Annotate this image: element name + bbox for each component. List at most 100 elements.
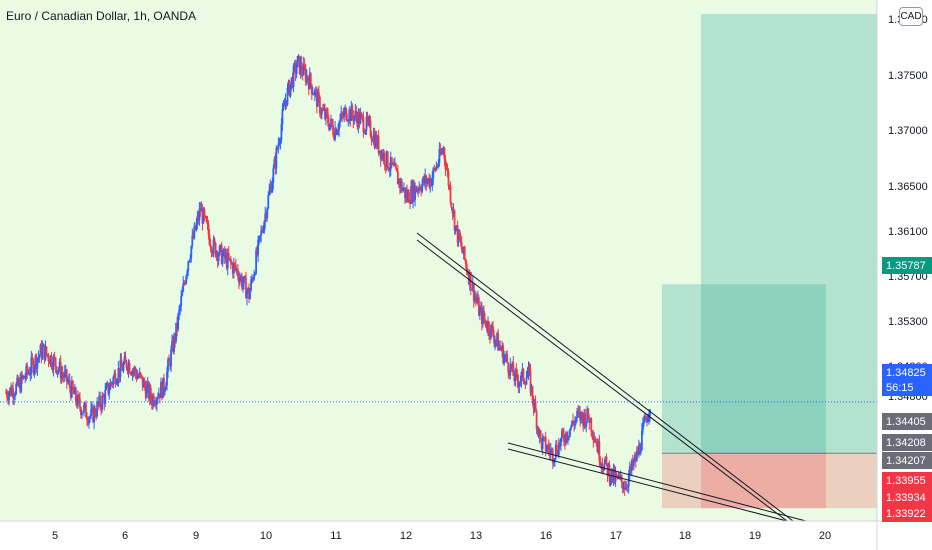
candle-bear [463, 246, 466, 260]
candle-bear [598, 441, 601, 462]
price-tag[interactable] [882, 489, 932, 506]
candle-bull [388, 169, 391, 171]
candle-bull [164, 389, 166, 392]
loss-zone[interactable] [662, 453, 826, 509]
trend-line[interactable] [416, 239, 788, 522]
candle-bull [374, 135, 377, 148]
profit-zone[interactable] [701, 14, 884, 454]
candle-bull [266, 208, 269, 219]
candle-bull [429, 178, 432, 187]
candle-bear [211, 252, 214, 254]
candle-bear [204, 216, 207, 218]
candle-bear [134, 368, 137, 374]
candle-bear [616, 475, 619, 479]
candle-bull [56, 370, 59, 374]
price-tag[interactable] [882, 505, 932, 522]
candle-bear [132, 370, 135, 372]
y-tick-label: 1.36500 [888, 181, 928, 193]
candle-bull [607, 464, 610, 476]
candle-bear [86, 417, 88, 421]
candle-bull [93, 408, 95, 423]
candle-bear [128, 362, 131, 373]
candle-bear [220, 245, 223, 264]
candle-bull [323, 109, 325, 111]
candle-bear [446, 169, 449, 172]
price-tag[interactable] [882, 452, 932, 469]
candle-bear [169, 360, 171, 367]
candle-bull [175, 322, 178, 342]
price-tag[interactable] [882, 434, 932, 451]
candle-bull [385, 151, 388, 168]
price-tag[interactable] [882, 413, 932, 430]
candle-bull [541, 437, 544, 449]
candle-bear [236, 269, 239, 277]
candle-bull [418, 186, 421, 191]
candle-bear [95, 415, 98, 417]
candle-bear [351, 105, 354, 116]
candle-bull [314, 90, 317, 92]
candle-bear [558, 442, 561, 447]
candle-bear [529, 370, 532, 393]
candle-bear [161, 382, 163, 399]
candle-bear [7, 397, 9, 400]
candle-bull [557, 442, 560, 456]
candle-bull [402, 189, 404, 191]
price-tag[interactable] [882, 257, 932, 274]
candle-bull [57, 369, 60, 371]
candle-bear [103, 396, 106, 404]
candle-bull [438, 148, 441, 164]
candle-bull [8, 392, 10, 400]
last-price-tag[interactable] [882, 364, 932, 396]
candle-bull [49, 355, 52, 365]
candle-bull [514, 369, 517, 381]
candle-bear [485, 320, 487, 327]
candle-bear [124, 356, 127, 361]
candle-bear [444, 159, 447, 170]
candle-bull [63, 371, 66, 378]
candle-bull [38, 355, 41, 357]
candle-bear [208, 234, 211, 245]
price-tag[interactable] [882, 472, 932, 489]
candle-bear [312, 93, 315, 96]
candle-bear [581, 412, 584, 417]
trend-line[interactable] [507, 442, 807, 522]
symbol-title[interactable]: Euro / Canadian Dollar, 1h, OANDA [6, 9, 197, 23]
candle-bear [159, 393, 161, 398]
candle-bull [178, 309, 181, 315]
profit-zone[interactable] [662, 284, 826, 454]
candle-bear [631, 460, 634, 467]
candle-bull [58, 361, 61, 370]
candle-bull [565, 432, 567, 444]
candle-bear [618, 475, 621, 477]
candle-bear [54, 357, 57, 367]
candle-bull [249, 290, 251, 300]
candle-bear [46, 354, 49, 356]
trend-line[interactable] [416, 232, 794, 522]
candle-bear [369, 120, 372, 137]
candle-bull [505, 354, 508, 357]
candle-bull [527, 366, 530, 375]
candle-bear [368, 119, 371, 121]
candle-bear [577, 410, 580, 412]
candle-bull [269, 185, 272, 191]
trend-line[interactable] [507, 448, 788, 522]
loss-zone[interactable] [701, 453, 884, 509]
candle-bull [297, 55, 300, 57]
x-tick-label: 16 [540, 530, 552, 542]
candle-bull [337, 130, 340, 132]
candle-bear [360, 114, 363, 116]
candle-bear [17, 377, 20, 386]
candle-bear [595, 442, 598, 444]
candle-bear [326, 109, 328, 115]
candle-bear [587, 408, 590, 419]
candle-bear [276, 148, 279, 150]
candle-bear [288, 81, 291, 96]
candle-bull [138, 372, 141, 377]
candle-bear [531, 386, 534, 401]
candle-bull [221, 254, 224, 264]
currency-badge[interactable]: CAD [899, 7, 923, 26]
time-axis[interactable] [0, 521, 877, 550]
candle-bear [328, 123, 330, 130]
